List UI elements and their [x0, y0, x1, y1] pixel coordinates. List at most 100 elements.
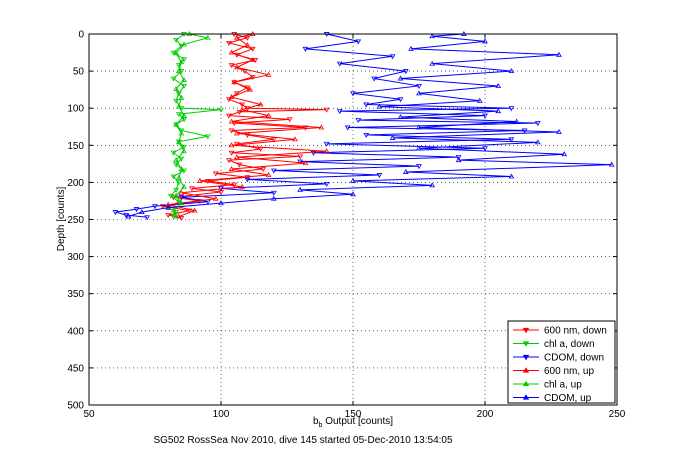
data-point — [302, 46, 309, 52]
data-point — [561, 151, 568, 157]
y-tick-label: 250 — [67, 215, 84, 226]
data-point — [376, 103, 383, 109]
data-point — [175, 68, 182, 74]
data-point — [371, 76, 378, 82]
y-tick-label: 50 — [73, 67, 85, 78]
legend-marker — [522, 367, 530, 373]
data-point — [196, 177, 203, 183]
data-point — [292, 136, 298, 142]
data-point — [189, 186, 195, 192]
data-point — [556, 128, 562, 134]
data-point — [397, 75, 404, 81]
legend-label: chl a, up — [544, 380, 582, 391]
data-point — [244, 42, 251, 48]
data-point — [270, 168, 277, 174]
data-point — [152, 204, 158, 210]
data-point — [178, 166, 185, 171]
data-point — [218, 107, 224, 113]
data-point — [416, 124, 422, 130]
data-point — [270, 195, 277, 201]
data-point — [173, 98, 180, 104]
data-point — [376, 173, 383, 178]
y-tick-label: 200 — [67, 178, 84, 189]
legend-label: CDOM, up — [544, 393, 592, 404]
data-point — [239, 102, 246, 108]
data-point — [389, 54, 396, 60]
data-point — [204, 34, 211, 40]
data-point — [228, 142, 235, 148]
data-point — [402, 169, 409, 174]
data-point — [336, 109, 343, 115]
data-point — [173, 37, 180, 43]
data-point — [231, 79, 238, 85]
data-point — [170, 174, 177, 180]
series-line — [115, 33, 538, 218]
data-point — [170, 76, 177, 82]
data-point — [323, 148, 330, 154]
series-line — [172, 33, 208, 217]
data-point — [233, 91, 240, 97]
x-tick-label: 100 — [213, 409, 230, 420]
data-point — [534, 139, 541, 145]
data-point — [181, 144, 187, 150]
data-point — [323, 181, 330, 187]
data-point — [508, 106, 515, 112]
data-point — [318, 124, 325, 130]
legend-item: CDOM, up — [513, 393, 592, 404]
data-point — [355, 39, 362, 45]
data-point — [204, 178, 211, 184]
data-point — [297, 186, 304, 192]
data-point — [173, 85, 180, 91]
data-point — [249, 75, 256, 81]
data-point — [323, 107, 330, 113]
data-point — [112, 210, 119, 216]
y-tick-label: 100 — [67, 104, 84, 115]
data-point — [170, 50, 177, 56]
data-point — [181, 117, 187, 123]
data-point — [350, 91, 356, 97]
data-point — [178, 200, 185, 206]
data-point — [133, 207, 140, 213]
data-point — [416, 145, 422, 151]
data-point — [233, 130, 240, 136]
data-point — [257, 101, 264, 107]
data-point — [476, 97, 483, 103]
data-point — [212, 195, 219, 201]
data-point — [173, 50, 180, 56]
data-point — [228, 118, 235, 124]
data-point — [123, 213, 129, 219]
data-point — [249, 46, 256, 52]
data-point — [173, 187, 180, 193]
legend-marker — [522, 341, 530, 347]
data-point — [408, 45, 414, 51]
legend-marker — [522, 327, 530, 334]
data-point — [429, 182, 436, 188]
data-point — [270, 190, 277, 196]
data-point — [397, 114, 404, 120]
data-point — [178, 156, 185, 162]
data-point — [344, 125, 351, 131]
data-point — [233, 64, 240, 70]
data-point — [175, 180, 182, 186]
data-point — [233, 141, 240, 147]
data-point — [482, 113, 488, 119]
data-point — [167, 193, 174, 199]
data-point — [455, 155, 462, 161]
data-point — [181, 148, 187, 154]
axes: 50 100 150 200 250 0 50 100 150 200 250 300 350 400 45… — [67, 30, 625, 421]
y-tick-label: 450 — [67, 363, 84, 374]
legend-label: 600 nm, up — [544, 366, 594, 377]
legend-label: 600 nm, down — [544, 326, 607, 337]
data-point — [495, 108, 502, 114]
data-point — [165, 213, 172, 219]
series-line — [162, 33, 327, 219]
data-point — [178, 59, 185, 65]
data-point — [556, 51, 562, 57]
data-point — [165, 204, 172, 210]
y-tick-label: 150 — [67, 141, 84, 152]
data-point — [175, 139, 182, 145]
data-point — [247, 86, 253, 92]
legend-marker — [522, 354, 530, 361]
data-point — [144, 215, 150, 221]
data-point — [244, 132, 251, 138]
